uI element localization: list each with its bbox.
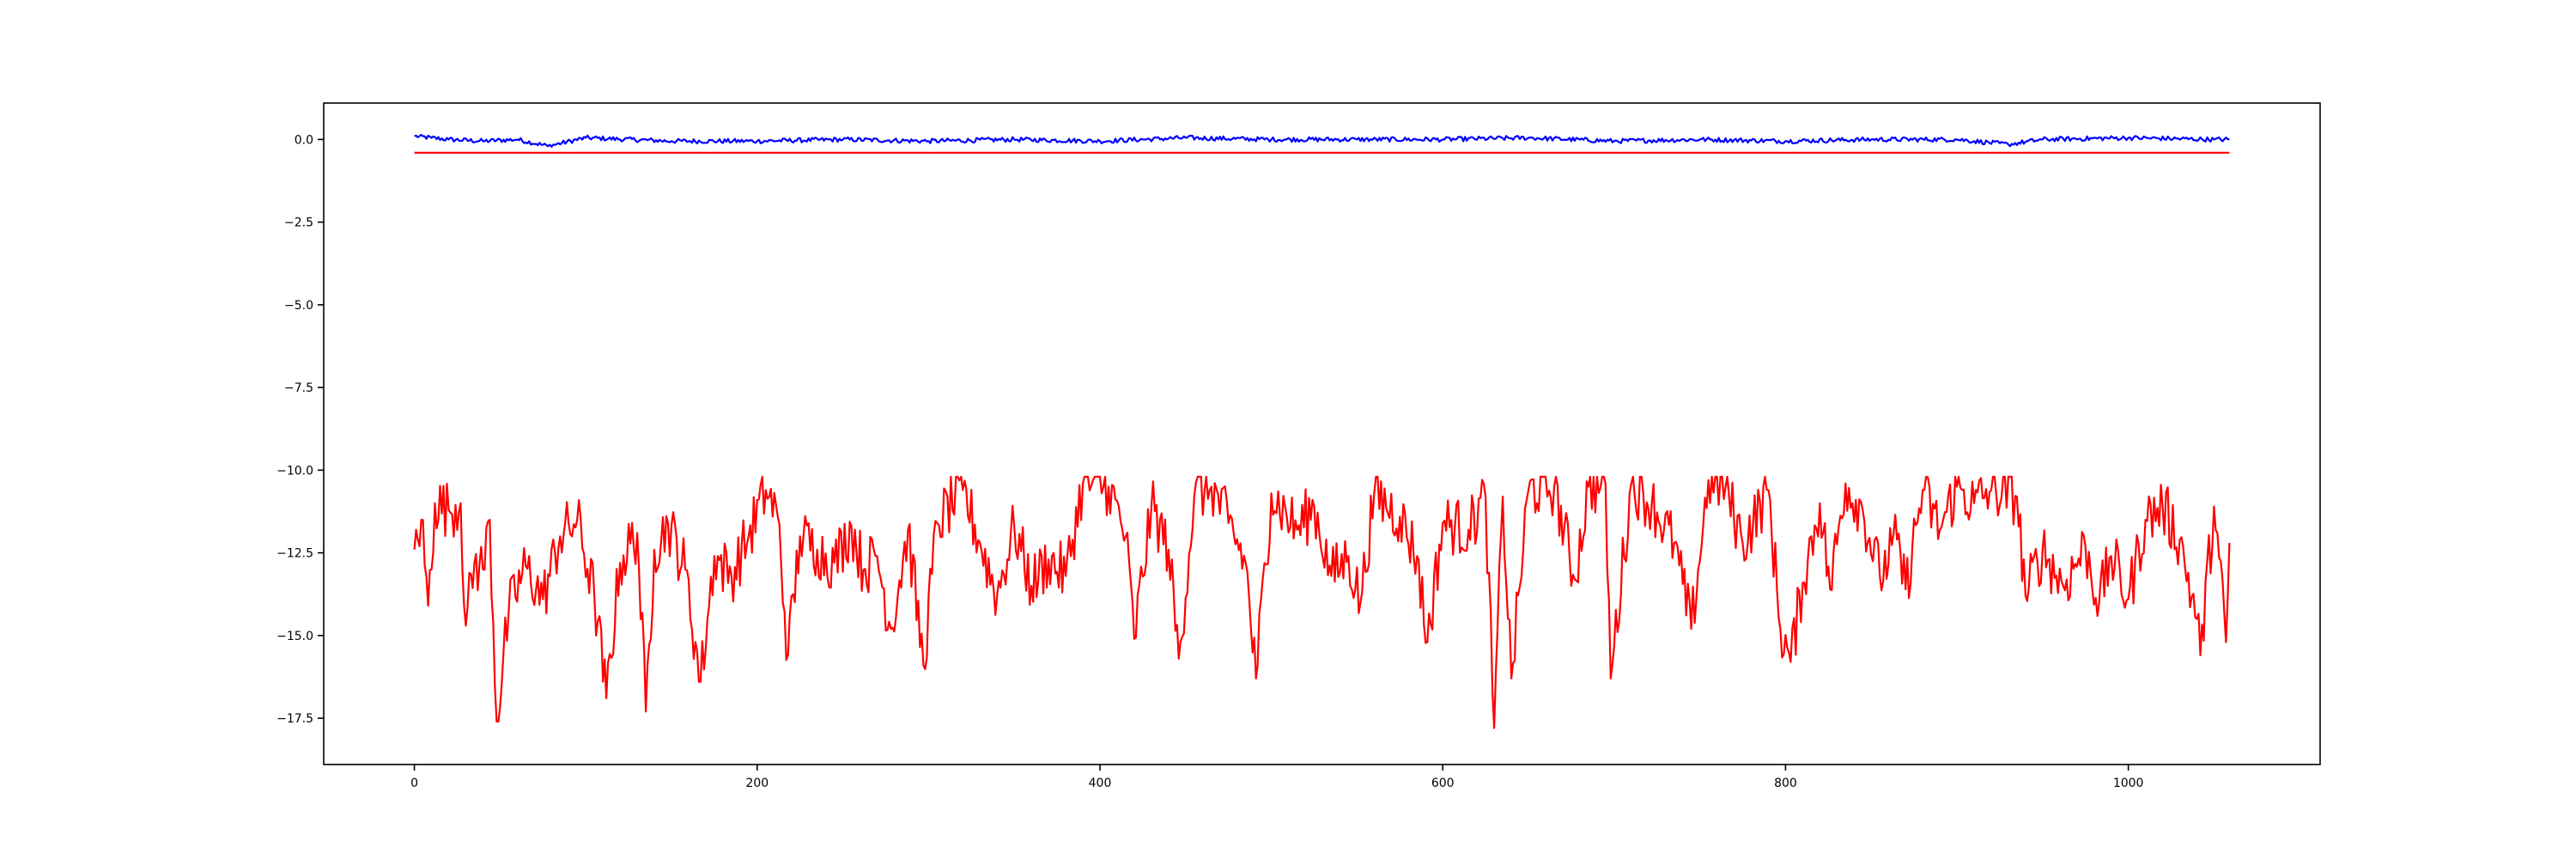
x-tick-label: 800 [1774,777,1797,790]
x-tick-label: 0 [410,777,418,790]
x-tick-label: 200 [745,777,769,790]
y-tick-label: −5.0 [284,299,313,313]
x-tick-label: 600 [1431,777,1455,790]
series-layer [413,133,2231,729]
y-tick-label: 0.0 [295,133,313,147]
plot-frame [323,102,2321,765]
y-tick-label: −17.5 [276,712,313,726]
series-line-1 [414,133,2230,148]
y-tick-label: −10.0 [276,464,313,478]
x-tick-label: 400 [1089,777,1112,790]
axes-layer: 0 200 400 600 800 1000 0.0 −2.5 −5.0 −7.5 −10.0 −12… [276,102,2321,790]
y-tick-label: −2.5 [284,216,313,230]
series-line-3 [413,475,2231,729]
y-tick-label: −12.5 [276,547,313,561]
y-tick-label: −7.5 [284,381,313,395]
x-tick-label: 1000 [2113,777,2144,790]
y-tick-label: −15.0 [276,630,313,643]
